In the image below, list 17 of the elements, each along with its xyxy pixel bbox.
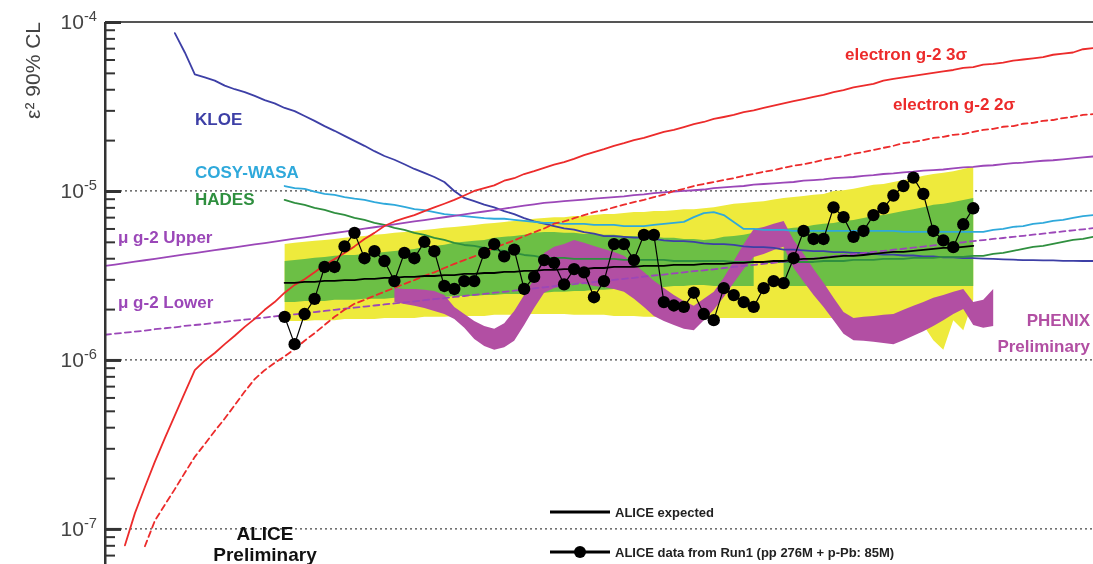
- series-label: HADES: [195, 190, 255, 209]
- series-label: μ g-2 Upper: [118, 228, 213, 247]
- legend-label: ALICE data from Run1 (pp 276M + p-Pb: 85M): [615, 544, 895, 560]
- line-series: [105, 227, 1093, 336]
- legend-label: PHENIX Preliminary: [997, 311, 1091, 356]
- y-tick-label: 10$^{-5}$: [60, 177, 97, 203]
- series-label: KLOE: [195, 110, 243, 129]
- series-label: electron g-2 2σ: [893, 95, 1016, 114]
- series-label: μ g-2 Lower: [118, 293, 214, 312]
- line-series: [105, 155, 1093, 267]
- y-tick-label: 10$^{-7}$: [60, 515, 97, 541]
- series-label: COSY-WASA: [195, 163, 299, 182]
- y-axis-title: ε² 90% CL: [21, 22, 44, 119]
- legend-label: ALICE expected: [615, 504, 715, 520]
- series-label: electron g-2 3σ: [845, 45, 968, 64]
- y-tick-label: 10$^{-4}$: [60, 8, 97, 34]
- y-tick-label: 10$^{-6}$: [60, 346, 97, 372]
